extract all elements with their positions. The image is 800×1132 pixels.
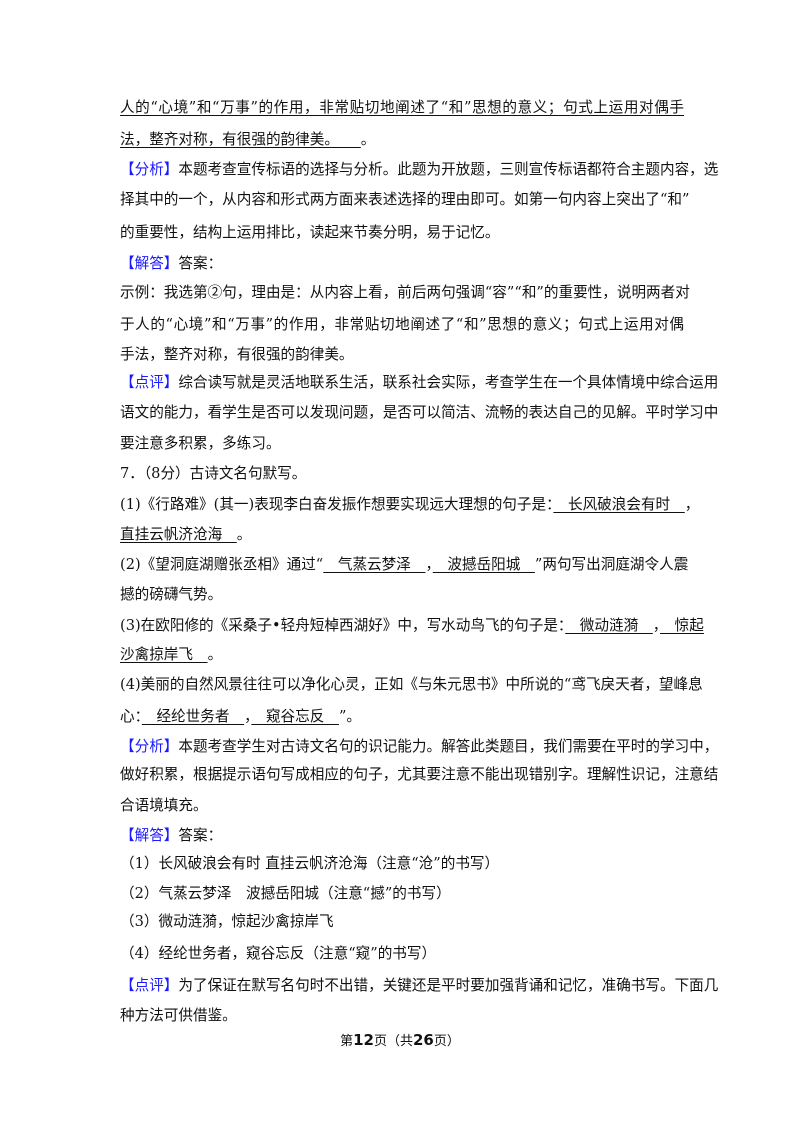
analysis-line: 做好积累，根据提示语句写成相应的句子，尤其要注意不能出现错别字。理解性识记，注意… <box>120 766 719 783</box>
comment-tag: 【点评】 <box>120 977 179 994</box>
question-title: 7．（8分）古诗文名句默写。 <box>120 465 307 482</box>
text: 心： <box>120 708 142 725</box>
answer-blank: 波撼岳阳城 <box>432 556 535 573</box>
question-line: (2)《望洞庭湖赠张丞相》通过“ 气蒸云梦泽 ， 波撼岳阳城 ”两句写出洞庭湖令… <box>120 554 688 576</box>
analysis-line: 【分析】本题考查学生对古诗文名句的识记能力。解答此类题目，我们需要在平时的学习中… <box>120 736 718 758</box>
answer-blank: 直挂云帆济沧海 <box>120 526 237 543</box>
answer-tag: 【解答】 <box>120 827 179 844</box>
page-footer: 第12页（共26页） <box>0 1030 800 1049</box>
answer-line: 于人的“心境”和“万事”的作用，非常贴切地阐述了“和”思想的意义；句式上运用对偶 <box>120 316 684 333</box>
answer-blank: 法，整齐对称，有很强的韵律美。 <box>120 131 361 148</box>
comment-line: 【点评】为了保证在默写名句时不出错，关键还是平时要加强背诵和记忆，准确书写。下面… <box>120 975 718 997</box>
prev-answer-line: 人的“心境”和“万事”的作用，非常贴切地阐述了“和”思想的意义；句式上运用对偶手 <box>120 99 684 116</box>
answer-heading: 【解答】答案： <box>120 253 684 275</box>
answer-line: 手法，整齐对称，有很强的韵律美。 <box>120 346 354 363</box>
text: 页） <box>433 1034 460 1049</box>
analysis-line: 合语境填充。 <box>120 797 208 814</box>
answer-blank: 长风破浪会有时 <box>553 496 685 513</box>
question-line: (1)《行路难》(其一)表现李白奋发振作想要实现远大理想的句子是： 长风破浪会有… <box>120 494 699 516</box>
punct: ， <box>425 556 433 573</box>
answer-item: （3）微动涟漪，惊起沙禽掠岸飞 <box>120 913 334 930</box>
question-line: 沙禽掠岸飞 。 <box>120 644 684 666</box>
comment-tag: 【点评】 <box>120 374 179 391</box>
punct: ， <box>244 708 252 725</box>
answer-heading: 【解答】答案： <box>120 825 684 847</box>
analysis-tag: 【分析】 <box>120 738 179 755</box>
text: 本题考查学生对古诗文名句的识记能力。解答此类题目，我们需要在平时的学习中， <box>178 738 719 755</box>
comment-line: 种方法可供借鉴。 <box>120 1007 237 1024</box>
punct: 。 <box>207 646 223 663</box>
text: 综合读写就是灵活地联系生活，联系社会实际，考查学生在一个具体情境中综合运用 <box>178 374 719 391</box>
text: (1)《行路难》(其一)表现李白奋发振作想要实现远大理想的句子是： <box>120 496 554 513</box>
text: 本题考查宣传标语的选择与分析。此题为开放题，三则宣传标语都符合主题内容，选 <box>178 161 719 178</box>
answer-line: 示例：我选第②句，理由是：从内容上看，前后两句强调“容”“和”的重要性，说明两者… <box>120 284 690 301</box>
punct: ”。 <box>338 708 361 725</box>
total-pages: 26 <box>413 1031 434 1049</box>
answer-blank: 沙禽掠岸飞 <box>120 646 208 663</box>
analysis-tag: 【分析】 <box>120 161 179 178</box>
answer-blank: 窥谷忘反 <box>251 708 339 725</box>
question-line: (3)在欧阳修的《采桑子•轻舟短棹西湖好》中，写水动鸟飞的句子是： 微动涟漪 ，… <box>120 615 704 637</box>
answer-blank: 气蒸云梦泽 <box>323 556 426 573</box>
question-line: 心： 经纶世务者 ， 窥谷忘反 ”。 <box>120 706 684 728</box>
punct: ， <box>684 496 700 513</box>
comment-line: 要注意多积累，多练习。 <box>120 435 281 452</box>
question-line: 直挂云帆济沧海 。 <box>120 524 684 546</box>
comment-line: 【点评】综合读写就是灵活地联系生活，联系社会实际，考查学生在一个具体情境中综合运… <box>120 372 718 394</box>
analysis-line: 择其中的一个，从内容和形式两方面来表述选择的理由即可。如第一句内容上突出了“和” <box>120 191 690 208</box>
text: (3)在欧阳修的《采桑子•轻舟短棹西湖好》中，写水动鸟飞的句子是： <box>120 617 566 634</box>
text: 为了保证在默写名句时不出错，关键还是平时要加强背诵和记忆，准确书写。下面几 <box>178 977 719 994</box>
page-number: 12 <box>353 1031 374 1049</box>
answer-blank: 经纶世务者 <box>141 708 245 725</box>
text: (2)《望洞庭湖赠张丞相》通过“ <box>120 556 324 573</box>
analysis-line: 的重要性，结构上运用排比，读起来节奏分明，易于记忆。 <box>120 224 500 241</box>
answer-item: （2）气蒸云梦泽 波撼岳阳城（注意“撼”的书写） <box>120 885 451 902</box>
question-line: 撼的磅礴气势。 <box>120 586 223 603</box>
answer-tag: 【解答】 <box>120 255 179 272</box>
text: 第 <box>340 1034 354 1049</box>
punct: 。 <box>360 131 376 148</box>
text: 页（共 <box>373 1034 413 1049</box>
punct: ， <box>652 617 661 634</box>
answer-blank: 微动涟漪 <box>565 617 653 634</box>
answer-item: （1）长风破浪会有时 直挂云帆济沧海（注意“沧”的书写） <box>120 855 500 872</box>
analysis-line: 【分析】本题考查宣传标语的选择与分析。此题为开放题，三则宣传标语都符合主题内容，… <box>120 159 718 181</box>
text: ”两句写出洞庭湖令人震 <box>534 556 689 573</box>
question-line: (4)美丽的自然风景往往可以净化心灵，正如《与朱元思书》中所说的“鸢飞戾天者，望… <box>120 676 703 693</box>
prev-answer-line: 法，整齐对称，有很强的韵律美。 。 <box>120 129 684 151</box>
comment-line: 语文的能力，看学生是否可以发现问题，是否可以简洁、流畅的表达自己的见解。平时学习… <box>120 404 719 421</box>
text: 答案： <box>178 255 223 272</box>
answer-item: （4）经纶世务者，窥谷忘反（注意“窥”的书写） <box>120 945 437 962</box>
text: 答案： <box>178 827 223 844</box>
answer-blank: 惊起 <box>660 617 704 634</box>
punct: 。 <box>236 526 252 543</box>
